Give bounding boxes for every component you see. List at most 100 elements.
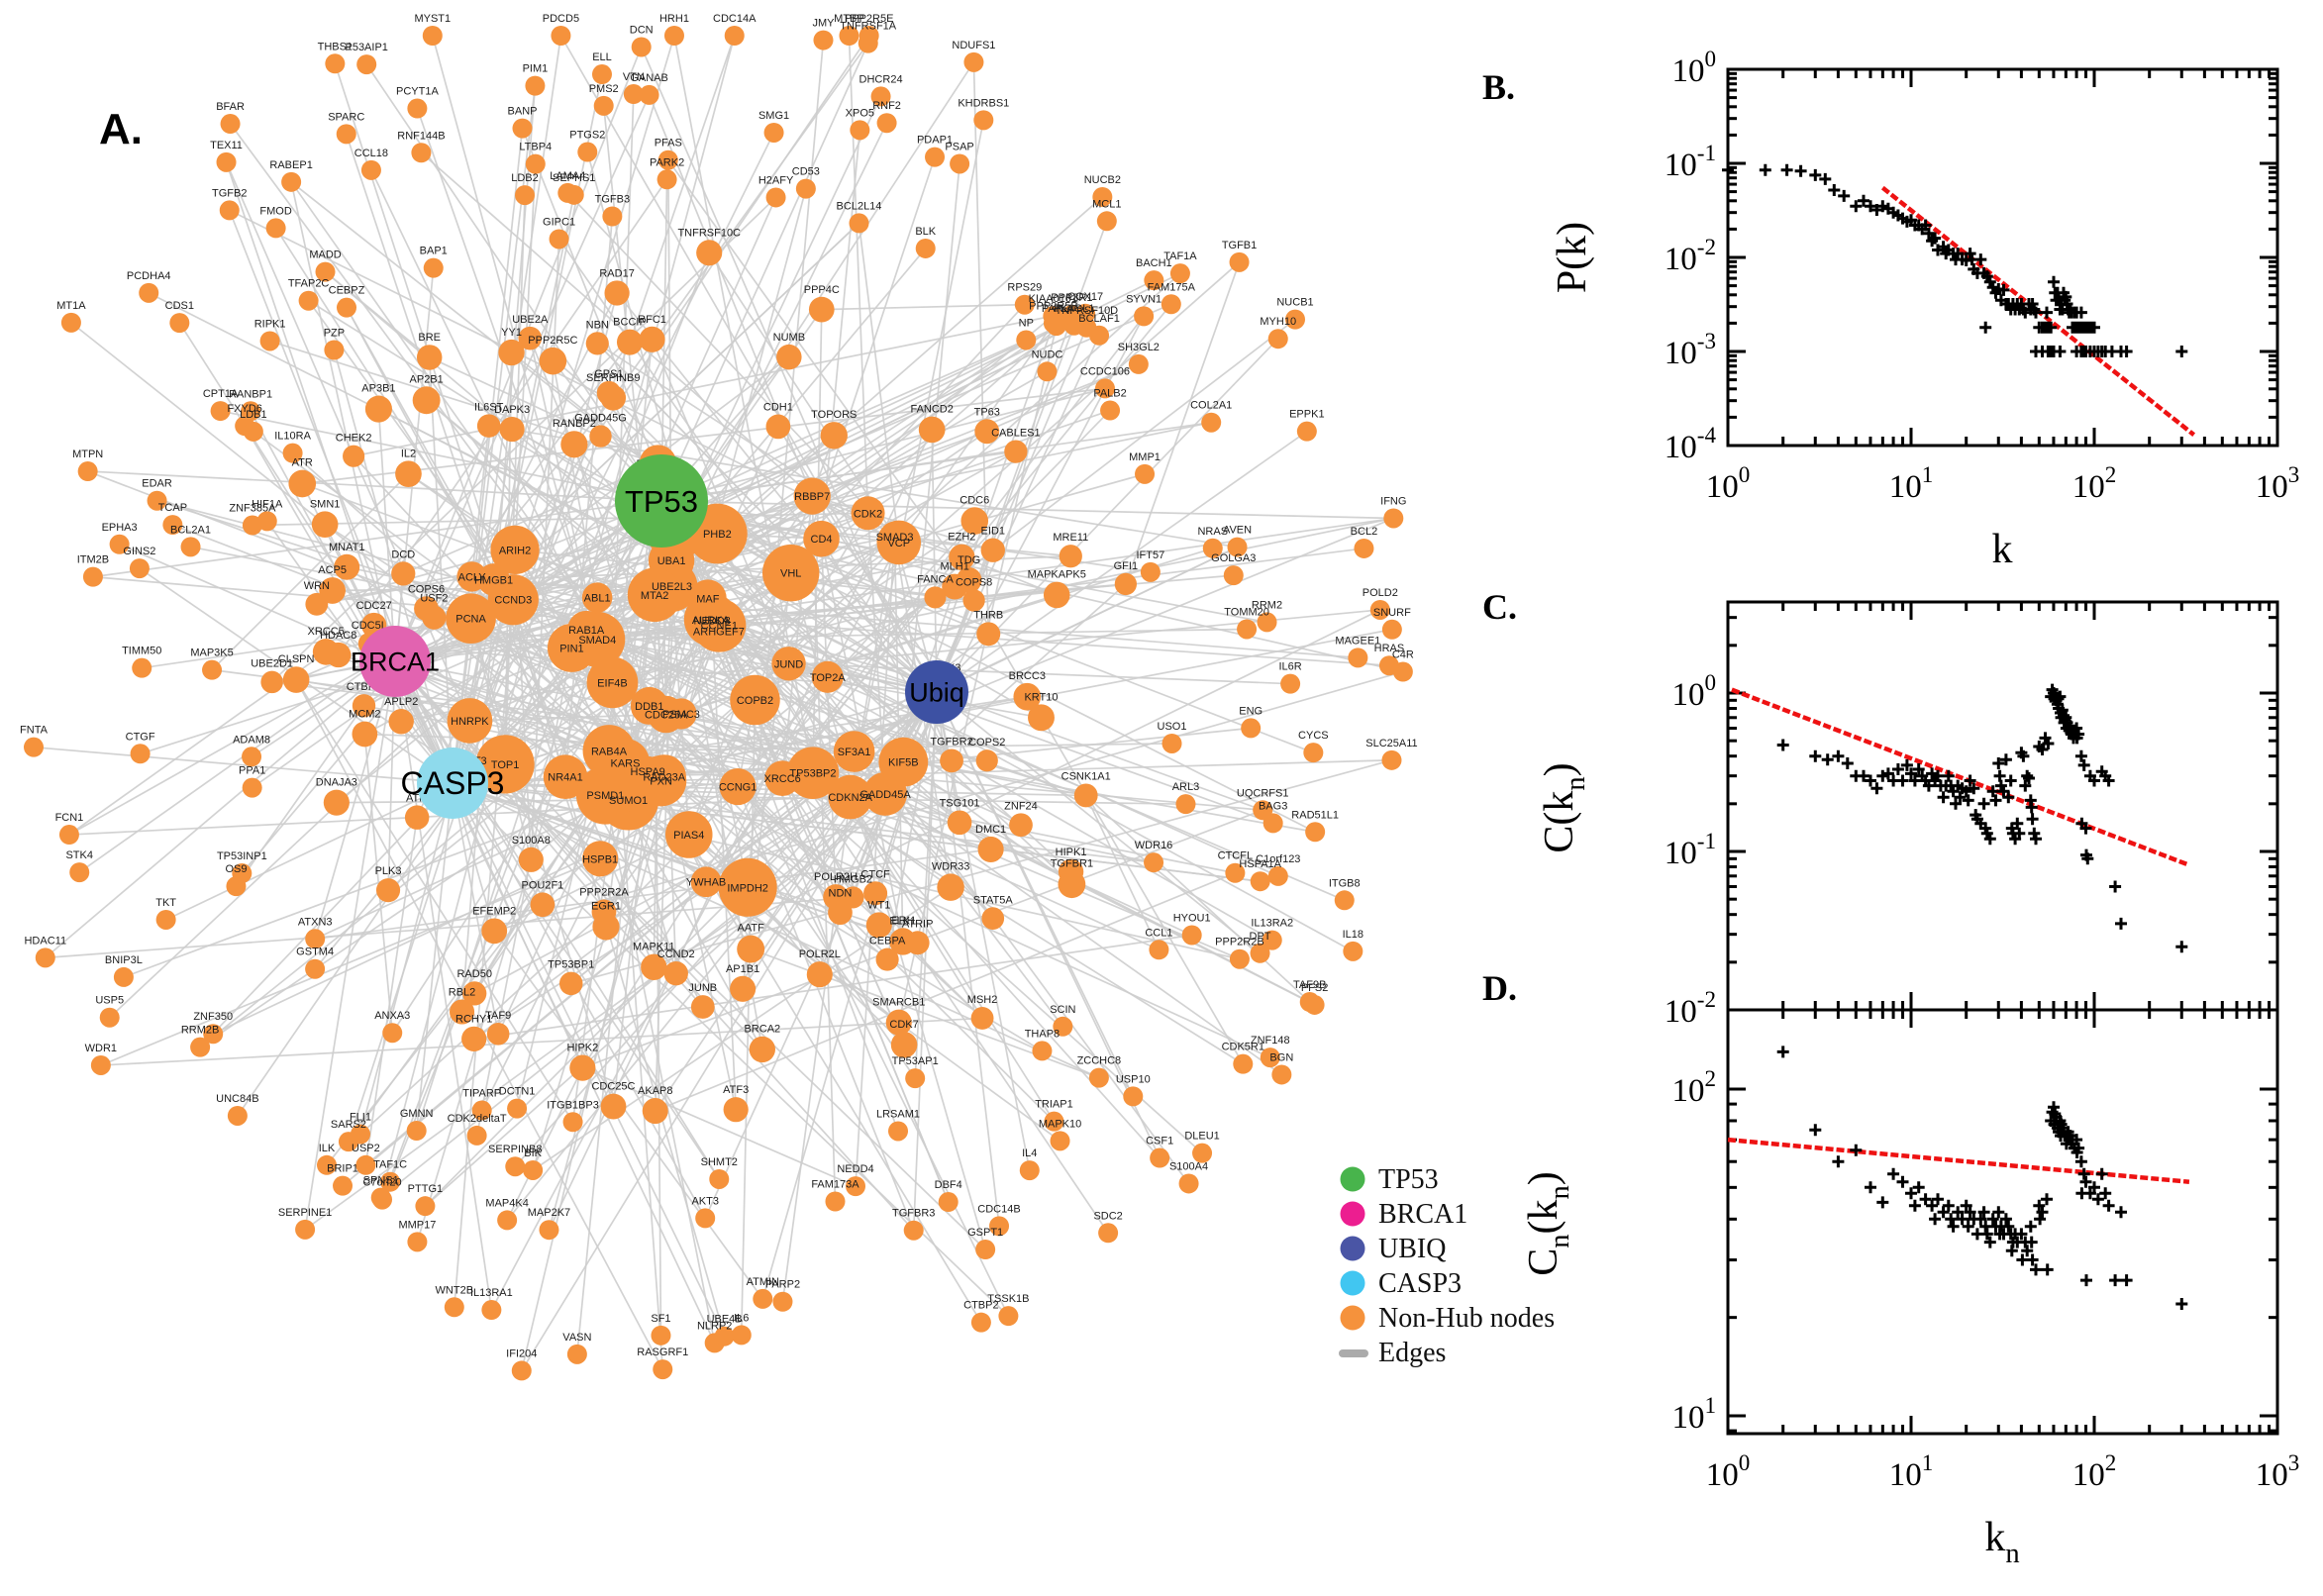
network-node <box>753 1288 773 1309</box>
network-node-label: DLEU1 <box>1184 1131 1219 1143</box>
network-node <box>162 515 183 536</box>
network-node <box>1237 619 1258 640</box>
network-node <box>1296 421 1317 442</box>
network-node-label: AKT3 <box>691 1195 719 1207</box>
network-node-label: BCL2L14 <box>837 200 882 212</box>
network-node <box>82 566 103 587</box>
network-node-label: DCTN1 <box>499 1086 536 1098</box>
network-node-label: RRM2 <box>1252 599 1282 611</box>
network-node-label: VHL <box>780 568 801 580</box>
network-node-label: ERH <box>891 915 914 927</box>
network-edge <box>1125 261 1241 585</box>
network-node <box>1175 794 1196 815</box>
network-node-label: KIAA0101 <box>1029 293 1078 305</box>
network-node-label: USP2 <box>352 1143 380 1154</box>
network-node-label: ATRIP <box>902 918 934 930</box>
network-edge <box>301 482 829 678</box>
network-node-label: PFAS <box>655 138 682 150</box>
network-node-label: RAD50 <box>456 968 491 980</box>
network-edge <box>660 339 1027 502</box>
network-node <box>1098 1223 1119 1244</box>
network-edge <box>370 169 599 641</box>
network-edge <box>394 660 493 1311</box>
network-node-label: HIPK2 <box>566 1043 598 1054</box>
network-node <box>1178 1173 1199 1194</box>
network-edge <box>100 1017 983 1066</box>
network-node <box>863 881 888 906</box>
network-node-label: TP63 <box>974 406 1000 418</box>
network-node <box>324 340 345 360</box>
network-node-label: CEBPA <box>869 936 906 948</box>
network-node <box>585 332 609 355</box>
network-node <box>704 1333 725 1353</box>
network-node <box>602 206 623 227</box>
network-node <box>1201 412 1222 433</box>
network-node <box>981 907 1005 930</box>
network-edge <box>628 799 1155 863</box>
network-node <box>1348 648 1368 668</box>
network-node-label: MAP3K5 <box>190 648 233 659</box>
network-node-label: PLK3 <box>375 865 402 877</box>
network-node <box>761 544 820 602</box>
network-node-label: BRCC3 <box>1009 670 1046 682</box>
network-node-label: FANCD2 <box>910 404 953 416</box>
network-node-label: THAP8 <box>1025 1028 1060 1040</box>
network-node <box>723 1097 749 1123</box>
network-node <box>690 995 715 1019</box>
network-node <box>242 747 262 767</box>
network-node-label: IL4 <box>1022 1147 1037 1159</box>
network-node-label: CSNK1A1 <box>1061 771 1111 783</box>
network-node-label: BCL2 <box>1351 526 1378 538</box>
network-node <box>147 490 167 511</box>
network-node <box>551 26 571 46</box>
network-node <box>490 525 540 575</box>
hub-label-tp53: TP53 <box>625 484 698 519</box>
network-node-label: USP5 <box>95 995 124 1007</box>
network-panel: CDKN2A CCND3 CCNE1 UBA1 CDK2 PCNA XRCC6 PIAS4 DD… <box>20 13 1418 1381</box>
network-node-label: SMAD3 <box>876 532 914 544</box>
network-node-label: RRM2B <box>181 1025 220 1037</box>
network-node <box>447 698 493 744</box>
network-edge <box>514 691 938 1167</box>
network-node-label: BGN <box>1269 1051 1293 1063</box>
network-edge <box>707 315 1054 599</box>
network-node-label: MAP2K7 <box>528 1207 570 1219</box>
network-edge <box>884 793 1282 1076</box>
network-node-label: WRN <box>304 580 330 592</box>
network-node-label: PPP2R5B <box>1029 300 1078 312</box>
network-node-label: AP1B1 <box>726 963 759 975</box>
network-node-label: RBBP7 <box>794 491 830 503</box>
hub-node-tp53 <box>615 454 708 548</box>
network-node-label: HRH1 <box>659 13 689 25</box>
legend-item: TP53 <box>1340 1164 1439 1195</box>
network-node <box>415 1196 436 1217</box>
network-node <box>1250 943 1270 963</box>
network-edge <box>886 691 938 960</box>
network-node-label: IL6ST <box>474 401 504 413</box>
network-edge <box>452 132 775 784</box>
network-edge <box>266 520 454 784</box>
panel-c-label: C. <box>1482 587 1517 627</box>
network-node-label: LDB1 <box>240 409 267 421</box>
network-node <box>69 862 90 883</box>
hub-node-brca1 <box>359 626 431 697</box>
network-node-label: GADD45A <box>859 789 911 801</box>
network-node <box>1144 270 1164 291</box>
network-node-label: IL10RA <box>274 431 311 443</box>
legend-item: Non-Hub nodes <box>1340 1303 1555 1334</box>
network-node-label: PARP2 <box>765 1279 800 1291</box>
network-node-label: NDUFS1 <box>952 40 995 51</box>
network-node <box>242 777 262 798</box>
legend-label: TP53 <box>1378 1164 1439 1195</box>
network-node-label: AP3B1 <box>361 383 395 395</box>
network-edge <box>92 450 1016 578</box>
network-node <box>497 1210 518 1231</box>
y-tick-label: 10-3 <box>1665 328 1716 371</box>
network-node <box>360 159 381 180</box>
network-node <box>876 113 897 134</box>
network-node <box>865 912 892 939</box>
network-node <box>1223 565 1244 586</box>
network-node <box>903 1220 924 1241</box>
x-tick-label: 102 <box>2072 1449 2117 1493</box>
network-node-label: BNIP3L <box>105 954 143 966</box>
